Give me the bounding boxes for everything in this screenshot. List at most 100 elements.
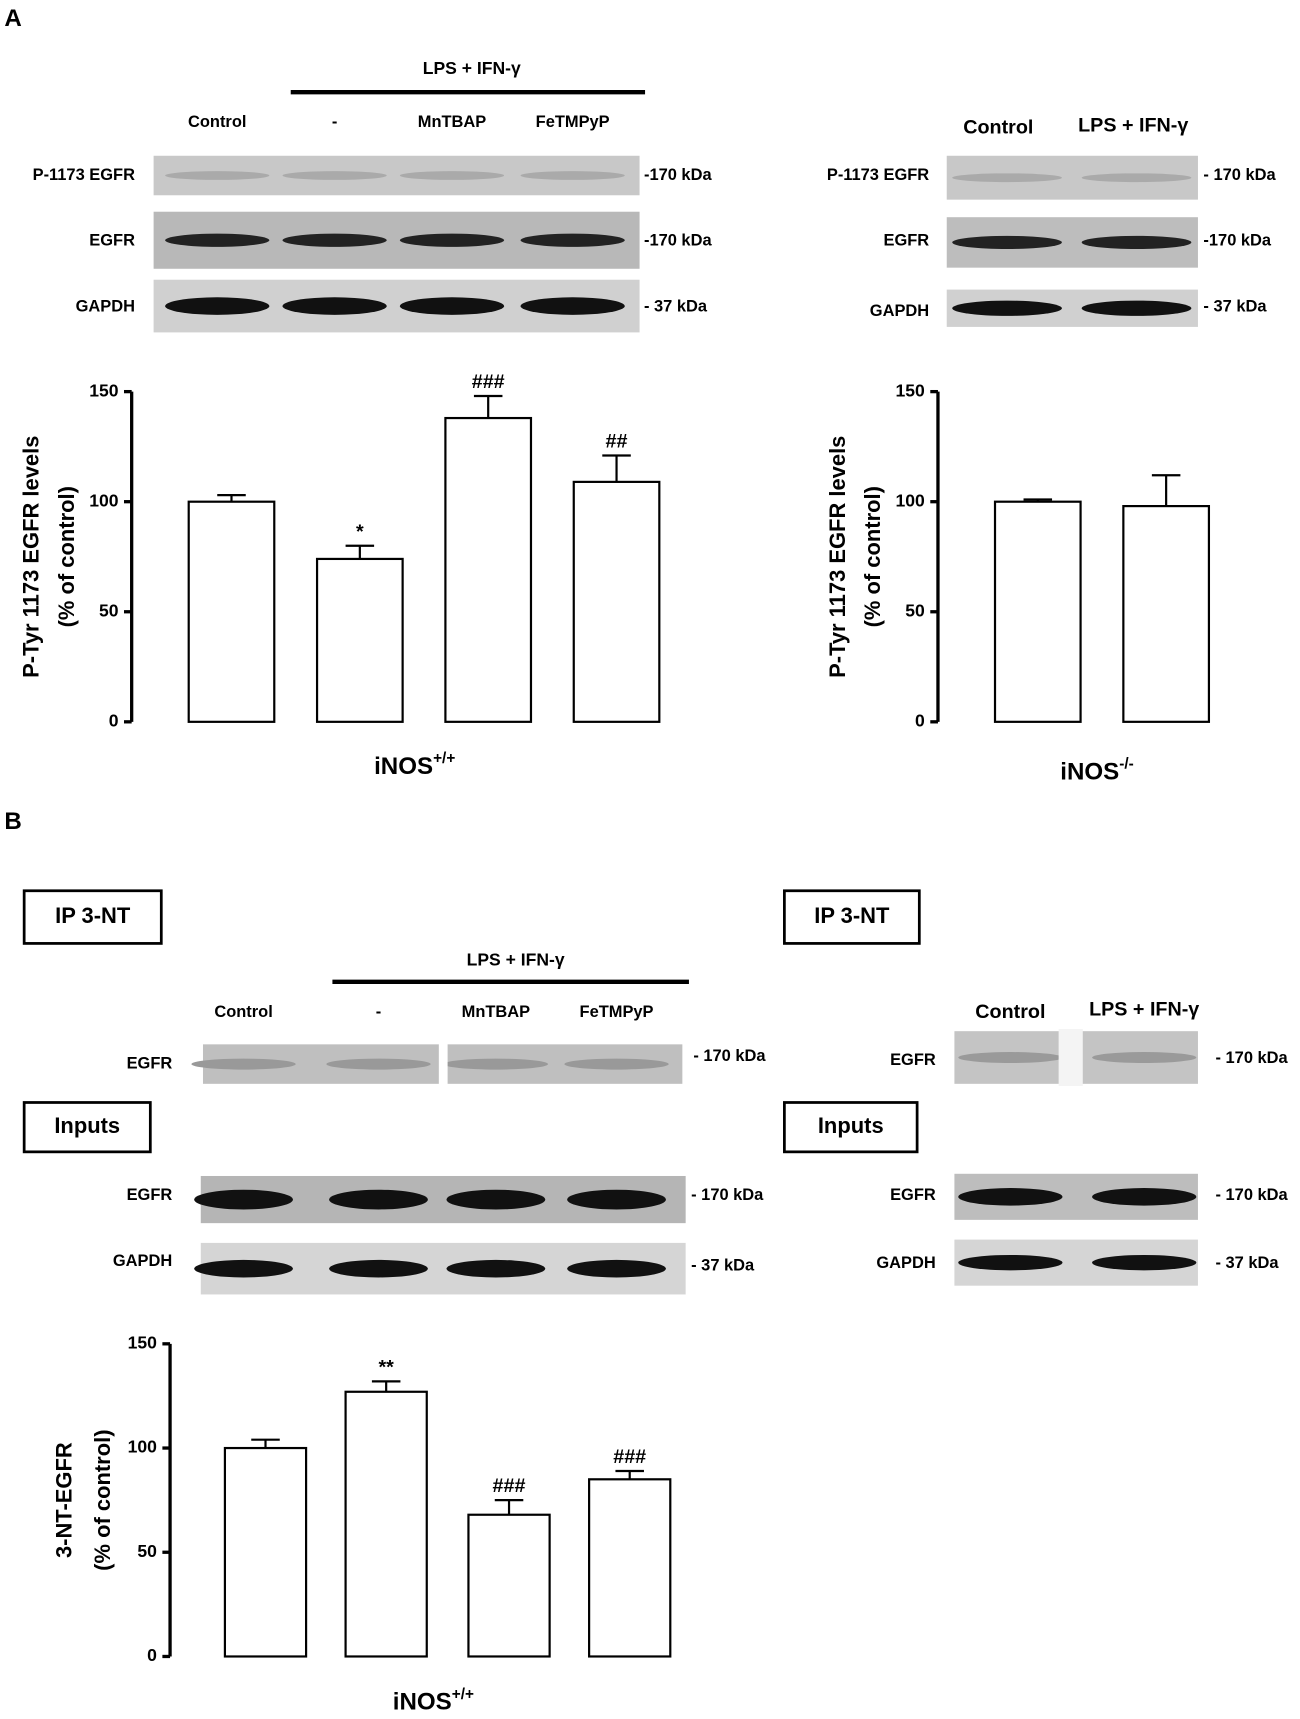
size-label: -170 kDa — [1203, 232, 1271, 250]
protein-label: EGFR — [884, 232, 930, 250]
blot-band — [194, 1259, 293, 1278]
blot-band — [399, 233, 505, 247]
significance-label: ## — [606, 431, 628, 453]
y-tick-label: 150 — [896, 380, 926, 400]
blot-band — [194, 1189, 293, 1210]
blot-band — [520, 233, 625, 247]
lane-label: Control — [188, 113, 246, 131]
y-tick-label: 150 — [128, 1332, 158, 1352]
blot-band — [282, 171, 387, 180]
bar — [993, 500, 1082, 723]
blot-band — [952, 300, 1062, 316]
blot-band — [1081, 300, 1192, 316]
bar — [588, 1478, 672, 1658]
size-label: - 37 kDa — [644, 298, 708, 316]
x-axis-label: iNOS+/+ — [374, 750, 455, 780]
protein-label: EGFR — [127, 1186, 173, 1204]
undefined: LPS + IFN-γ — [467, 950, 565, 970]
blot-band — [165, 297, 270, 315]
y-tick-label: 0 — [109, 710, 119, 730]
y-axis-label: 3-NT-EGFR — [52, 1442, 77, 1558]
size-label: - 170 kDa — [1216, 1049, 1289, 1067]
x-axis-label-main: iNOS — [1060, 759, 1119, 786]
y-axis-label: P-Tyr 1173 EGFR levels — [825, 436, 850, 678]
blot-band — [326, 1058, 431, 1070]
protein-label: EGFR — [890, 1051, 936, 1069]
bar — [1122, 505, 1211, 723]
blot-band — [952, 235, 1062, 250]
lane-label: Control — [963, 117, 1033, 139]
protein-label: GAPDH — [876, 1254, 935, 1272]
y-tick-label: 150 — [89, 380, 119, 400]
y-tick-label: 50 — [905, 600, 925, 620]
blot-band — [191, 1058, 296, 1070]
protein-label: GAPDH — [76, 298, 135, 316]
box-label: IP 3-NT — [55, 903, 131, 928]
lane-label: FeTMPyP — [580, 1003, 654, 1021]
blot-band — [1092, 1254, 1197, 1271]
bar — [315, 557, 404, 723]
protein-label: P-1173 EGFR — [827, 166, 929, 184]
lane-label: MnTBAP — [462, 1003, 531, 1021]
blot-band — [958, 1254, 1063, 1271]
x-axis-label: iNOS+/+ — [393, 1686, 474, 1716]
x-axis-label-sup: -/- — [1119, 756, 1133, 773]
bar — [572, 480, 661, 723]
box-label: Inputs — [54, 1113, 120, 1138]
blot-band — [399, 171, 505, 180]
lane-label: LPS + IFN-γ — [1089, 999, 1199, 1021]
y-axis-label: (% of control) — [54, 486, 79, 627]
size-label: - 170 kDa — [693, 1047, 766, 1065]
blot-band — [282, 297, 387, 315]
protein-label: EGFR — [89, 232, 135, 250]
blot-band — [958, 1052, 1063, 1063]
y-tick-label: 100 — [128, 1437, 158, 1457]
blot-band — [165, 171, 270, 180]
size-label: - 37 kDa — [1203, 298, 1267, 316]
panel-label: B — [4, 808, 21, 835]
significance-label: ### — [613, 1446, 646, 1468]
blot-band — [952, 173, 1062, 183]
size-label: -170 kDa — [644, 166, 712, 184]
bar — [223, 1446, 308, 1658]
blot-band — [329, 1259, 428, 1278]
size-label: - 170 kDa — [1216, 1186, 1289, 1204]
y-tick-label: 100 — [896, 490, 926, 510]
y-axis-label: (% of control) — [860, 486, 885, 627]
blot-band — [520, 297, 625, 315]
size-label: - 37 kDa — [1216, 1254, 1280, 1272]
size-label: - 170 kDa — [691, 1186, 764, 1204]
blot-band — [520, 171, 625, 180]
x-axis-label-sup: +/+ — [433, 750, 455, 767]
label-box — [22, 1101, 152, 1154]
x-axis-label-main: iNOS — [374, 753, 433, 780]
box-label: IP 3-NT — [814, 903, 890, 928]
size-label: - 170 kDa — [1203, 166, 1276, 184]
significance-label: * — [356, 521, 364, 543]
blot-gap — [1058, 1028, 1083, 1087]
lane-label: LPS + IFN-γ — [1078, 114, 1188, 136]
significance-label: ### — [493, 1475, 526, 1497]
protein-label: GAPDH — [870, 302, 929, 320]
blot-band — [446, 1259, 546, 1278]
y-tick-label: 50 — [99, 600, 119, 620]
blot-band — [329, 1189, 428, 1210]
undefined: LPS + IFN-γ — [423, 58, 521, 78]
blot-band — [1081, 173, 1192, 183]
x-axis-label-sup: +/+ — [452, 1686, 474, 1703]
lane-label: - — [332, 113, 337, 131]
blot-band — [958, 1188, 1063, 1206]
label-box — [783, 889, 921, 945]
protein-label: GAPDH — [113, 1252, 172, 1270]
y-axis-label: P-Tyr 1173 EGFR levels — [19, 436, 44, 678]
size-label: -170 kDa — [644, 232, 712, 250]
panel-label: A — [4, 5, 21, 32]
lane-label: Control — [975, 1001, 1045, 1023]
y-tick-label: 0 — [147, 1645, 157, 1665]
y-axis-label: (% of control) — [90, 1429, 115, 1570]
bar — [444, 416, 533, 723]
protein-label: P-1173 EGFR — [33, 166, 135, 184]
blot-band — [564, 1058, 669, 1070]
blot-band — [165, 233, 270, 247]
